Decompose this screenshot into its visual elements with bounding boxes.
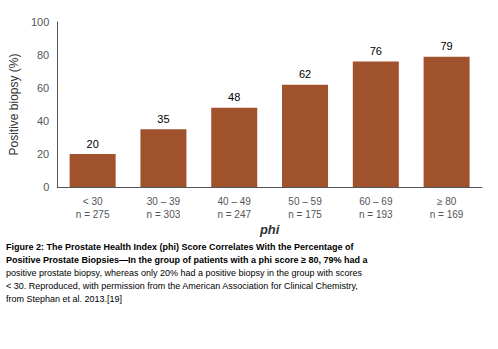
svg-text:n = 247: n = 247 <box>217 209 251 220</box>
svg-text:0: 0 <box>43 181 49 193</box>
svg-text:n = 303: n = 303 <box>147 209 181 220</box>
svg-text:40 – 49: 40 – 49 <box>218 196 252 207</box>
svg-text:35: 35 <box>157 113 169 125</box>
svg-text:20: 20 <box>87 138 99 150</box>
svg-text:positive prostate biopsy, wher: positive prostate biopsy, whereas only 2… <box>6 268 363 278</box>
svg-text:40: 40 <box>37 115 49 127</box>
svg-text:20: 20 <box>37 148 49 160</box>
svg-text:phi: phi <box>259 222 280 237</box>
svg-text:30 – 39: 30 – 39 <box>147 196 181 207</box>
svg-text:n = 169: n = 169 <box>430 209 464 220</box>
svg-text:62: 62 <box>299 68 311 80</box>
svg-text:from Stephan et al. 2013.[19]: from Stephan et al. 2013.[19] <box>6 294 122 304</box>
svg-text:Positive Prostate Biopsies—In: Positive Prostate Biopsies—In the group … <box>6 255 369 265</box>
svg-text:< 30: < 30 <box>83 196 103 207</box>
svg-text:60 – 69: 60 – 69 <box>359 196 393 207</box>
svg-text:Positive biopsy (%): Positive biopsy (%) <box>7 53 21 155</box>
svg-text:< 30. Reproduced, with permiss: < 30. Reproduced, with permission from t… <box>6 281 358 291</box>
svg-text:n = 175: n = 175 <box>288 209 322 220</box>
svg-text:100: 100 <box>31 16 49 28</box>
svg-text:79: 79 <box>440 40 452 52</box>
svg-text:60: 60 <box>37 82 49 94</box>
svg-text:48: 48 <box>228 91 240 103</box>
svg-text:≥ 80: ≥ 80 <box>437 196 457 207</box>
svg-text:76: 76 <box>370 45 382 57</box>
svg-text:80: 80 <box>37 49 49 61</box>
svg-text:Figure 2: The Prostate Health: Figure 2: The Prostate Health Index (phi… <box>6 242 354 252</box>
svg-text:n = 275: n = 275 <box>76 209 110 220</box>
svg-text:n = 193: n = 193 <box>359 209 393 220</box>
svg-text:50 – 59: 50 – 59 <box>288 196 322 207</box>
